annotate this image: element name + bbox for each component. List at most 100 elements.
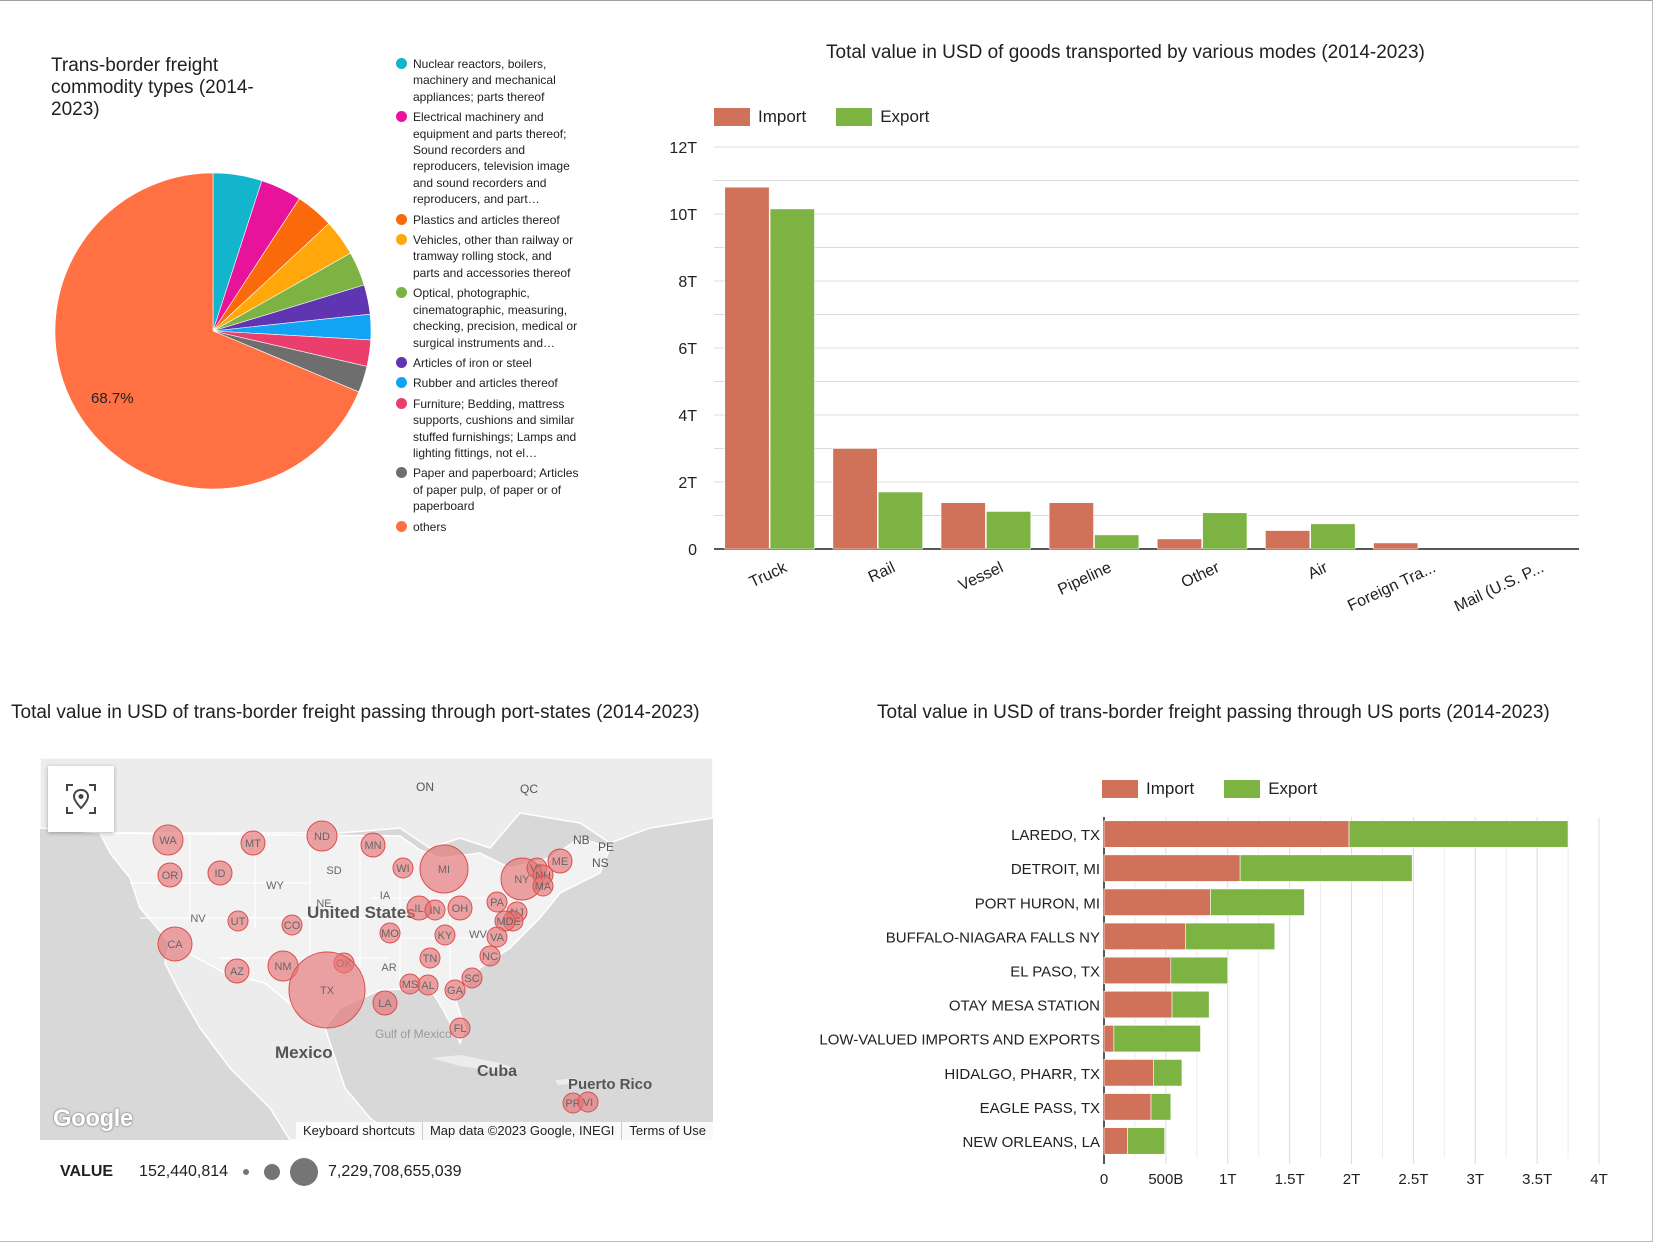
map-bubble-ga[interactable] — [444, 979, 466, 1001]
map-bubble-mi[interactable] — [419, 844, 469, 894]
map-bubble-id[interactable] — [207, 860, 233, 886]
modes-legend-export[interactable]: Export — [836, 107, 929, 127]
map-bubble-co[interactable] — [281, 914, 303, 936]
modes-bar-import-pipeline[interactable] — [1048, 502, 1094, 550]
modes-bar-export-air[interactable] — [1310, 523, 1356, 550]
map-bubble-wa[interactable] — [152, 824, 184, 856]
map-label-ns: NS — [592, 856, 609, 870]
map-bubble-tn[interactable] — [419, 947, 441, 969]
map-bubble-ky[interactable] — [434, 924, 456, 946]
ports-bar-export-el-paso-tx[interactable] — [1170, 956, 1229, 985]
modes-bar-export-pipeline[interactable] — [1094, 534, 1140, 550]
ports-legend-import[interactable]: Import — [1102, 779, 1194, 799]
map-label-mexico: Mexico — [275, 1043, 333, 1062]
pie-legend-item-8[interactable]: Paper and paperboard; Articles of paper … — [396, 465, 581, 514]
map-bubble-sc[interactable] — [461, 967, 483, 989]
keyboard-shortcuts-link[interactable]: Keyboard shortcuts — [302, 1123, 415, 1138]
ports-bar-export-port-huron-mi[interactable] — [1210, 888, 1305, 916]
pie-legend-item-1[interactable]: Electrical machinery and equipment and p… — [396, 109, 581, 207]
pie-legend-item-4[interactable]: Optical, photographic, cinematographic, … — [396, 285, 581, 351]
map-bubble-nd[interactable] — [306, 820, 338, 852]
map-bubble-az[interactable] — [224, 958, 250, 984]
ports-bar-import-detroit-mi[interactable] — [1103, 854, 1241, 882]
ports-legend-export-swatch — [1224, 780, 1261, 798]
pie-legend-item-3[interactable]: Vehicles, other than railway or tramway … — [396, 232, 581, 281]
map-label-cuba: Cuba — [477, 1063, 517, 1080]
ports-bar-import-hidalgo-pharr-tx[interactable] — [1103, 1059, 1154, 1087]
ports-bar-export-hidalgo-pharr-tx[interactable] — [1153, 1059, 1183, 1087]
ports-bar-export-otay-mesa-station[interactable] — [1171, 990, 1210, 1019]
ports-bar-export-detroit-mi[interactable] — [1239, 854, 1413, 882]
ports-bar-export-eagle-pass-tx[interactable] — [1150, 1093, 1172, 1121]
pie-chart[interactable]: 68.7% — [0, 0, 400, 650]
map-bubble-wi[interactable] — [392, 857, 414, 879]
map-bubble-ma[interactable] — [532, 875, 554, 897]
modes-bar-import-truck[interactable] — [724, 186, 770, 550]
map-bubble-ut[interactable] — [227, 910, 249, 932]
modes-bar-export-truck[interactable] — [769, 208, 815, 550]
terms-of-use-link[interactable]: Terms of Use — [621, 1122, 713, 1140]
map-bubble-tx[interactable] — [288, 951, 366, 1029]
pie-legend-item-7[interactable]: Furniture; Bedding, mattress supports, c… — [396, 396, 581, 462]
map-bubble-vi[interactable] — [577, 1091, 599, 1113]
map-state-label: AR — [381, 962, 396, 974]
map-bubble-fl[interactable] — [449, 1017, 471, 1039]
map-bubble-mt[interactable] — [240, 830, 266, 856]
map-geolocate-button[interactable] — [48, 766, 114, 832]
modes-bar-import-other[interactable] — [1157, 538, 1202, 550]
ports-bar-import-otay-mesa-station[interactable] — [1103, 990, 1173, 1019]
ports-bar-export-low-valued-imports-and-exports[interactable] — [1113, 1025, 1201, 1053]
pie-legend-label: Optical, photographic, cinematographic, … — [413, 286, 578, 350]
map-bubble-va[interactable] — [486, 926, 508, 948]
pie-legend-dot — [396, 397, 407, 409]
modes-bar-import-air[interactable] — [1265, 530, 1311, 550]
modes-xtick-label: Air — [1305, 559, 1331, 583]
ports-bar-import-low-valued-imports-and-exports[interactable] — [1103, 1025, 1115, 1053]
pie-slice-9[interactable] — [54, 172, 360, 490]
bubble-map[interactable]: United States Mexico Cuba Puerto Rico ON QC NB… — [40, 758, 713, 1140]
ports-bar-export-buffalo-niagara-falls-ny[interactable] — [1185, 922, 1276, 950]
modes-bar-export-rail[interactable] — [878, 491, 923, 550]
pie-legend-item-9[interactable]: others — [396, 519, 581, 535]
map-bubble-mn[interactable] — [360, 832, 386, 858]
map-cuba — [430, 1055, 520, 1071]
ports-bar-import-laredo-tx[interactable] — [1103, 820, 1350, 848]
ports-bar-import-el-paso-tx[interactable] — [1103, 956, 1172, 985]
pie-legend-item-2[interactable]: Plastics and articles thereof — [396, 212, 581, 228]
map-bubble-ca[interactable] — [157, 926, 193, 962]
map-bubble-mo[interactable] — [379, 922, 401, 944]
pie-legend-item-0[interactable]: Nuclear reactors, boilers, machinery and… — [396, 56, 581, 105]
pie-legend-item-6[interactable]: Rubber and articles thereof — [396, 375, 581, 391]
ports-legend-export[interactable]: Export — [1224, 779, 1317, 799]
modes-bar-import-vessel[interactable] — [940, 502, 986, 550]
map-bubble-in[interactable] — [424, 899, 446, 921]
map-state-label: LA — [378, 998, 392, 1010]
map-state-label: NC — [482, 951, 498, 963]
ports-bar-export-new-orleans-la[interactable] — [1127, 1127, 1165, 1155]
pie-legend-item-5[interactable]: Articles of iron or steel — [396, 355, 581, 371]
modes-bar-export-other[interactable] — [1202, 512, 1248, 550]
map-bubble-me[interactable] — [547, 848, 573, 874]
modes-bar-import-rail[interactable] — [832, 448, 878, 550]
ports-bar-chart: 0 500B 1T 1.5T 2T 2.5T 3T 3.5T 4T LAREDO, TX DETRO… — [819, 817, 1608, 1188]
ports-bar-import-new-orleans-la[interactable] — [1103, 1127, 1128, 1155]
modes-legend-import[interactable]: Import — [714, 107, 806, 127]
map-bubble-nc[interactable] — [479, 945, 501, 967]
modes-bar-export-vessel[interactable] — [986, 511, 1031, 550]
map-state-label: UT — [231, 916, 246, 928]
modes-bar-import-foreign-tra[interactable] — [1373, 542, 1419, 550]
map-bubble-al[interactable] — [417, 974, 439, 996]
modes-bar-chart: 0 2T 4T 6T 8T 10T 12T Truck Rail Vessel Pipeline Ot… — [669, 140, 1579, 615]
map-bubble-la[interactable] — [372, 990, 398, 1016]
ports-xtick-label: 4T — [1590, 1171, 1608, 1188]
ports-bar-import-port-huron-mi[interactable] — [1103, 888, 1211, 916]
map-bubble-oh[interactable] — [447, 895, 473, 921]
ports-bar-import-eagle-pass-tx[interactable] — [1103, 1093, 1152, 1121]
map-state-label: IL — [414, 903, 423, 915]
ports-bar-import-buffalo-niagara-falls-ny[interactable] — [1103, 922, 1186, 950]
map-bubble-pa[interactable] — [486, 891, 508, 913]
ports-bar-export-laredo-tx[interactable] — [1348, 820, 1569, 848]
modes-ytick-label: 2T — [678, 475, 697, 492]
map-bubble-or[interactable] — [157, 862, 183, 888]
map-canvas[interactable]: United States Mexico Cuba Puerto Rico ON QC NB… — [40, 758, 713, 1140]
